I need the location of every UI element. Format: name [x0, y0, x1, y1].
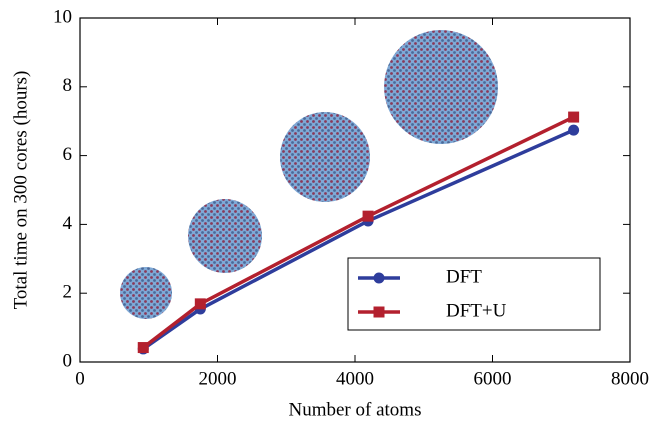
- series: [137, 111, 580, 354]
- particle-inset: [280, 112, 370, 202]
- legend-marker: [373, 306, 385, 318]
- y-tick-label: 8: [63, 75, 73, 96]
- x-tick-label: 6000: [474, 368, 512, 389]
- x-tick-label: 0: [75, 368, 85, 389]
- y-tick-label: 6: [63, 144, 73, 165]
- marker: [568, 124, 580, 136]
- nanoparticle-insets: [120, 30, 498, 319]
- x-tick-label: 2000: [199, 368, 237, 389]
- marker: [362, 210, 374, 222]
- marker: [568, 111, 580, 123]
- x-tick-label: 8000: [611, 368, 649, 389]
- legend-label: DFT: [446, 266, 482, 287]
- y-axis-label: Total time on 300 cores (hours): [10, 71, 31, 310]
- marker: [137, 342, 149, 354]
- y-tick-label: 4: [63, 213, 73, 234]
- series-line: [142, 115, 575, 349]
- legend-label: DFT+U: [446, 300, 507, 321]
- x-axis-label: Number of atoms: [289, 399, 422, 420]
- marker: [194, 298, 206, 310]
- series-line: [142, 128, 575, 351]
- y-tick-label: 0: [63, 350, 73, 371]
- y-tick-label: 2: [63, 282, 73, 303]
- legend-box: [347, 257, 601, 331]
- y-tick-label: 10: [53, 6, 72, 27]
- x-tick-label: 4000: [336, 368, 374, 389]
- particle-inset: [188, 199, 262, 273]
- particle-inset: [384, 30, 498, 144]
- particle-inset: [120, 267, 172, 319]
- legend: DFT DFT+U: [347, 257, 601, 331]
- legend-marker: [373, 272, 385, 284]
